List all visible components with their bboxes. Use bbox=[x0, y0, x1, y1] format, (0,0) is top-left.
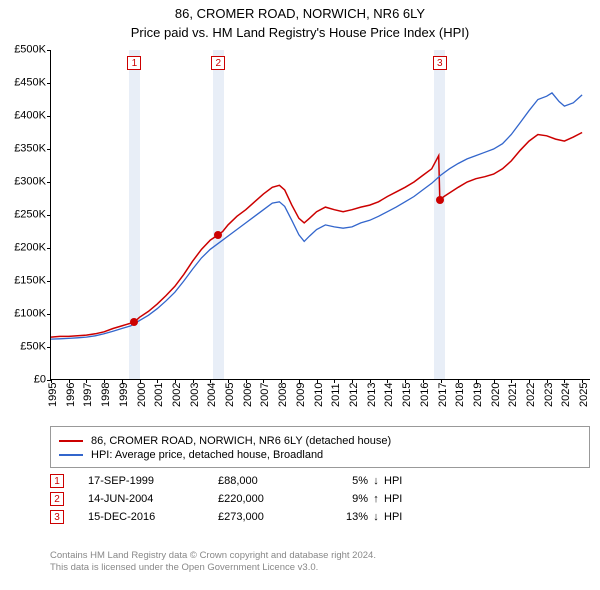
sale-row: 2 14-JUN-2004£220,0009%↑HPI bbox=[50, 492, 590, 506]
x-tick-label: 2022 bbox=[525, 383, 537, 407]
legend-label-hpi: HPI: Average price, detached house, Broa… bbox=[91, 449, 323, 461]
x-tick-label: 2010 bbox=[313, 383, 325, 407]
sale-row-marker: 2 bbox=[50, 492, 64, 506]
legend-label-property: 86, CROMER ROAD, NORWICH, NR6 6LY (detac… bbox=[91, 435, 391, 447]
chart-lines bbox=[51, 50, 591, 380]
sale-row-marker: 3 bbox=[50, 510, 64, 524]
sale-row-pct: 5% bbox=[328, 475, 368, 487]
y-tick-label: £500K bbox=[1, 45, 46, 56]
series-line-hpi bbox=[51, 93, 582, 339]
x-tick-label: 2009 bbox=[295, 383, 307, 407]
title-address: 86, CROMER ROAD, NORWICH, NR6 6LY bbox=[0, 6, 600, 23]
title-block: 86, CROMER ROAD, NORWICH, NR6 6LY Price … bbox=[0, 0, 600, 42]
plot-region: 123 £0£50K£100K£150K£200K£250K£300K£350K… bbox=[50, 50, 590, 380]
sale-row-price: £88,000 bbox=[218, 475, 328, 487]
sale-row-price: £273,000 bbox=[218, 511, 328, 523]
y-tick-label: £450K bbox=[1, 78, 46, 89]
y-tick-label: £400K bbox=[1, 111, 46, 122]
x-tick-label: 2023 bbox=[543, 383, 555, 407]
sale-row-vs: HPI bbox=[384, 511, 590, 523]
x-tick-label: 2012 bbox=[348, 383, 360, 407]
x-tick-label: 2008 bbox=[277, 383, 289, 407]
sale-row-pct: 9% bbox=[328, 493, 368, 505]
arrow-up-icon: ↑ bbox=[368, 493, 384, 505]
y-tick-label: £150K bbox=[1, 276, 46, 287]
x-tick-label: 2017 bbox=[437, 383, 449, 407]
x-tick-label: 2007 bbox=[259, 383, 271, 407]
x-tick-label: 1995 bbox=[47, 383, 59, 407]
attribution: Contains HM Land Registry data © Crown c… bbox=[50, 550, 590, 575]
x-tick-label: 2000 bbox=[136, 383, 148, 407]
x-tick-label: 2018 bbox=[454, 383, 466, 407]
x-tick-label: 2013 bbox=[366, 383, 378, 407]
y-tick-label: £300K bbox=[1, 177, 46, 188]
series-line-property bbox=[51, 133, 582, 338]
legend-swatch-hpi bbox=[59, 454, 83, 456]
sale-row-date: 14-JUN-2004 bbox=[88, 493, 218, 505]
x-tick-label: 2024 bbox=[560, 383, 572, 407]
sale-point bbox=[130, 318, 138, 326]
x-tick-label: 2011 bbox=[330, 383, 342, 407]
sale-row-pct: 13% bbox=[328, 511, 368, 523]
x-tick-label: 2004 bbox=[206, 383, 218, 407]
y-tick-label: £250K bbox=[1, 210, 46, 221]
chart-area: 123 £0£50K£100K£150K£200K£250K£300K£350K… bbox=[50, 50, 590, 380]
sale-row-marker: 1 bbox=[50, 474, 64, 488]
attribution-line1: Contains HM Land Registry data © Crown c… bbox=[50, 550, 590, 562]
legend-row-property: 86, CROMER ROAD, NORWICH, NR6 6LY (detac… bbox=[59, 435, 581, 447]
x-tick-label: 2003 bbox=[189, 383, 201, 407]
x-tick-label: 1998 bbox=[100, 383, 112, 407]
sale-point bbox=[214, 231, 222, 239]
arrow-down-icon: ↓ bbox=[368, 511, 384, 523]
sale-row: 3 15-DEC-2016£273,00013%↓HPI bbox=[50, 510, 590, 524]
chart-container: 86, CROMER ROAD, NORWICH, NR6 6LY Price … bbox=[0, 0, 600, 590]
x-tick-label: 2019 bbox=[472, 383, 484, 407]
y-tick-label: £200K bbox=[1, 243, 46, 254]
legend-swatch-property bbox=[59, 440, 83, 442]
x-tick-label: 1997 bbox=[82, 383, 94, 407]
sale-row-date: 17-SEP-1999 bbox=[88, 475, 218, 487]
x-tick-label: 1999 bbox=[118, 383, 130, 407]
x-tick-label: 2006 bbox=[242, 383, 254, 407]
x-tick-label: 2015 bbox=[401, 383, 413, 407]
x-tick-label: 2021 bbox=[507, 383, 519, 407]
title-subtitle: Price paid vs. HM Land Registry's House … bbox=[0, 25, 600, 42]
sale-row: 1 17-SEP-1999£88,0005%↓HPI bbox=[50, 474, 590, 488]
y-tick-label: £50K bbox=[1, 342, 46, 353]
x-tick-label: 2020 bbox=[490, 383, 502, 407]
sale-row-vs: HPI bbox=[384, 475, 590, 487]
y-tick-label: £350K bbox=[1, 144, 46, 155]
sales-table: 117-SEP-1999£88,0005%↓HPI214-JUN-2004£22… bbox=[50, 470, 590, 528]
x-tick-label: 2002 bbox=[171, 383, 183, 407]
sale-row-price: £220,000 bbox=[218, 493, 328, 505]
legend: 86, CROMER ROAD, NORWICH, NR6 6LY (detac… bbox=[50, 426, 590, 468]
y-tick-label: £100K bbox=[1, 309, 46, 320]
x-tick-label: 2005 bbox=[224, 383, 236, 407]
x-tick-label: 2016 bbox=[419, 383, 431, 407]
x-tick-label: 2025 bbox=[578, 383, 590, 407]
x-tick-label: 2014 bbox=[383, 383, 395, 407]
x-tick-label: 2001 bbox=[153, 383, 165, 407]
x-tick-label: 1996 bbox=[65, 383, 77, 407]
legend-row-hpi: HPI: Average price, detached house, Broa… bbox=[59, 449, 581, 461]
attribution-line2: This data is licensed under the Open Gov… bbox=[50, 562, 590, 574]
sale-row-vs: HPI bbox=[384, 493, 590, 505]
y-tick-label: £0 bbox=[1, 375, 46, 386]
arrow-down-icon: ↓ bbox=[368, 475, 384, 487]
sale-point bbox=[436, 196, 444, 204]
sale-row-date: 15-DEC-2016 bbox=[88, 511, 218, 523]
